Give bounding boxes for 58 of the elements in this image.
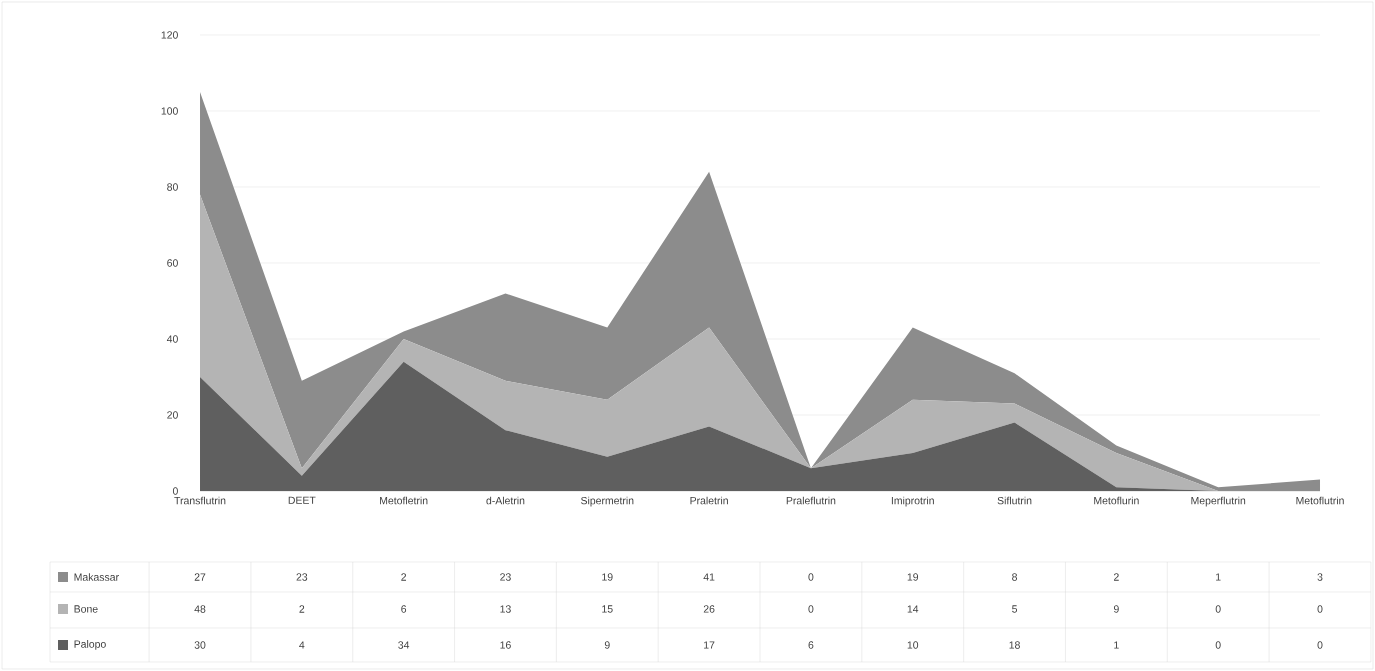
x-tick-label: Transflutrin bbox=[174, 496, 226, 505]
y-tick-label: 60 bbox=[167, 259, 178, 267]
data-label: 0 bbox=[1317, 641, 1323, 649]
data-label: 8 bbox=[1012, 573, 1017, 581]
data-label: 4 bbox=[299, 641, 305, 649]
data-label: 0 bbox=[1215, 641, 1221, 649]
x-tick-label: Praletrin bbox=[690, 496, 728, 505]
y-tick-label: 0 bbox=[172, 487, 178, 495]
legend-label: Palopo bbox=[74, 640, 106, 650]
data-label: 9 bbox=[604, 641, 610, 649]
data-label: 0 bbox=[1317, 605, 1323, 613]
data-label: 27 bbox=[194, 573, 206, 581]
data-label: 18 bbox=[1009, 641, 1020, 649]
x-tick-label: Metofletrin bbox=[380, 496, 428, 505]
data-label: 16 bbox=[500, 641, 511, 649]
data-label: 13 bbox=[500, 605, 511, 613]
x-tick-label: Metoflutrin bbox=[1296, 496, 1344, 505]
data-label: 34 bbox=[398, 641, 410, 649]
data-label: 2 bbox=[299, 605, 305, 613]
data-label: 0 bbox=[808, 605, 814, 613]
data-label: 2 bbox=[1113, 573, 1119, 581]
legend-label: Makassar bbox=[74, 573, 119, 581]
x-tick-label: DEET bbox=[288, 496, 316, 504]
data-label: 0 bbox=[808, 573, 814, 581]
y-tick-label: 40 bbox=[166, 335, 178, 343]
x-tick-label: Praleflutrin bbox=[786, 496, 836, 505]
data-label: 48 bbox=[194, 605, 206, 613]
data-label: 5 bbox=[1012, 605, 1018, 613]
data-label: 19 bbox=[907, 573, 919, 581]
x-tick-label: Siflutrin bbox=[997, 496, 1032, 505]
data-label: 6 bbox=[808, 641, 814, 649]
data-label: 30 bbox=[194, 641, 206, 649]
data-label: 26 bbox=[703, 605, 715, 613]
x-tick-label: Sipermetrin bbox=[581, 496, 634, 507]
data-label: 1 bbox=[1114, 641, 1119, 649]
y-tick-label: 80 bbox=[167, 183, 178, 191]
y-tick-label: 120 bbox=[161, 31, 178, 39]
data-label: 14 bbox=[907, 605, 919, 613]
data-label: 23 bbox=[296, 573, 308, 581]
data-label: 1 bbox=[1216, 573, 1221, 581]
y-tick-label: 20 bbox=[167, 411, 178, 419]
data-label: 10 bbox=[907, 641, 919, 649]
x-tick-label: Meperflutrin bbox=[1191, 496, 1246, 507]
data-label: 6 bbox=[401, 605, 407, 613]
data-label: 2 bbox=[401, 573, 407, 581]
data-label: 9 bbox=[1113, 605, 1119, 613]
x-tick-label: Metoflurin bbox=[1094, 496, 1139, 505]
y-tick-label: 100 bbox=[161, 107, 178, 115]
data-label: 15 bbox=[602, 605, 613, 613]
data-label: 19 bbox=[602, 573, 613, 581]
legend-label: Bone bbox=[74, 605, 98, 613]
data-label: 17 bbox=[704, 641, 715, 649]
data-label: 0 bbox=[1215, 605, 1221, 613]
x-tick-label: Imiprotrin bbox=[891, 496, 934, 507]
x-tick-label: d-Aletrin bbox=[486, 496, 525, 505]
data-label: 41 bbox=[703, 573, 715, 581]
data-label: 3 bbox=[1317, 573, 1323, 581]
data-label: 23 bbox=[500, 573, 511, 581]
